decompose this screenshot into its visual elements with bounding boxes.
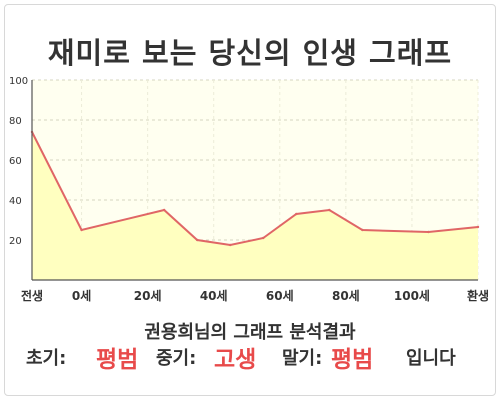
life-graph-chart: 20 40 60 80 100 전생 0세 20세 40세 60세 80세 100세 환생: [9, 76, 489, 303]
x-tick-label: 환생: [467, 288, 489, 303]
data-point: [295, 212, 298, 216]
late-value: 평범: [331, 347, 374, 373]
x-tick-label: 40세: [200, 288, 228, 303]
data-point: [328, 208, 331, 212]
data-point: [80, 228, 83, 232]
x-tick-label: 20세: [134, 288, 162, 303]
page-frame: [4, 4, 496, 396]
area-fill: [32, 132, 478, 280]
data-point: [229, 243, 232, 247]
page-title: 재미로 보는 당신의 인생 그래프: [47, 36, 453, 70]
analysis-summary: 권용희님의 그래프 분석결과: [144, 322, 356, 343]
middle-label: 중기:: [156, 348, 197, 369]
late-label: 말기:: [282, 348, 323, 369]
data-point: [476, 225, 480, 229]
x-tick-label: 80세: [332, 288, 360, 303]
x-tick-label: 0세: [72, 288, 91, 303]
data-point: [195, 238, 199, 242]
y-tick-label: 80: [9, 116, 22, 127]
middle-value: 고생: [214, 347, 257, 373]
y-tick-label: 40: [9, 196, 22, 207]
x-tick-label: 100세: [394, 288, 430, 303]
data-point: [262, 236, 265, 240]
data-point: [427, 230, 430, 234]
x-tick-label: 전생: [21, 288, 43, 303]
data-point: [162, 208, 166, 212]
y-tick-label: 60: [9, 156, 22, 167]
early-value: 평범: [96, 347, 139, 373]
data-point: [361, 228, 364, 232]
x-tick-label: 60세: [266, 288, 294, 303]
y-tick-label: 20: [9, 236, 22, 247]
early-label: 초기:: [26, 348, 67, 369]
verdict-suffix: 입니다: [406, 348, 456, 369]
y-tick-label: 100: [9, 76, 28, 87]
